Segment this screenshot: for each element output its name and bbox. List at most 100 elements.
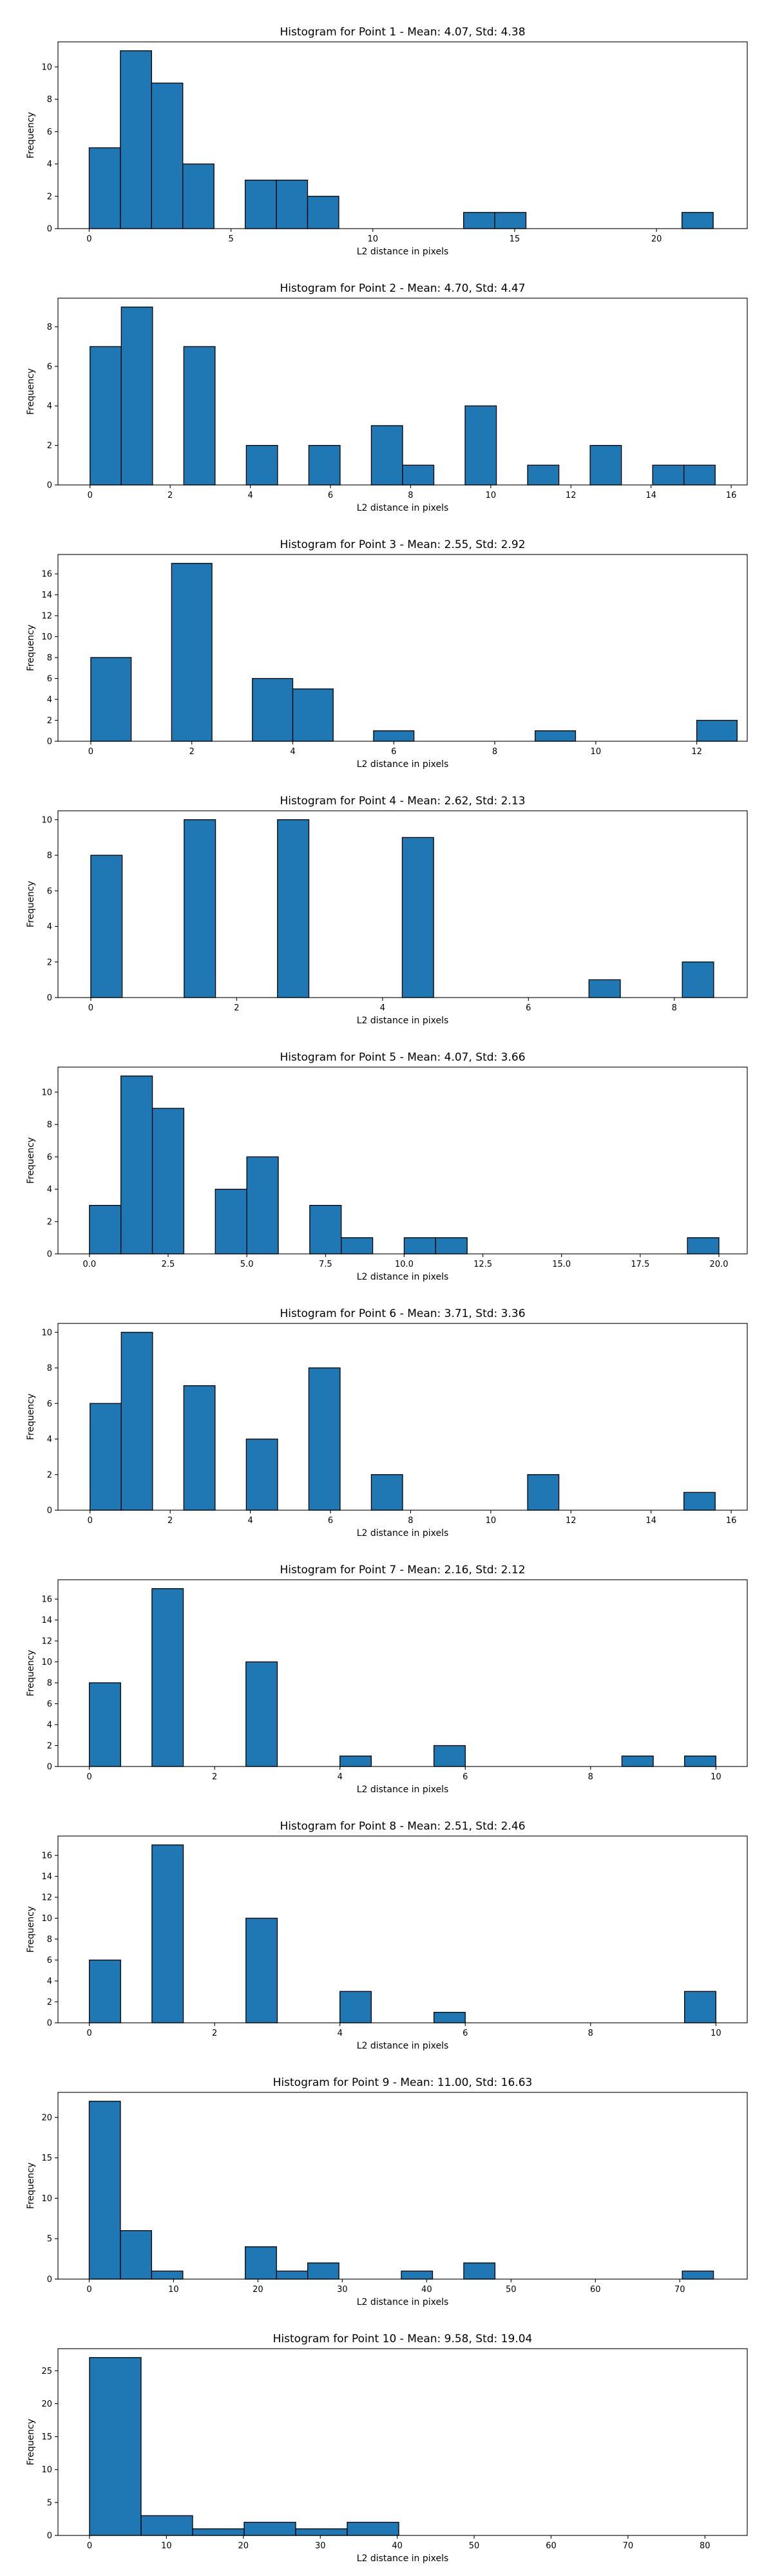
histogram-bar: [308, 1367, 341, 1511]
histogram-bar: [277, 819, 310, 998]
histogram-bar: [89, 2357, 142, 2536]
histogram-bar: [621, 1756, 654, 1767]
y-axis-label: Frequency: [26, 1394, 36, 1440]
histogram-bar: [120, 2230, 153, 2280]
y-tick-label: 16: [41, 570, 52, 580]
y-tick-label: 0: [47, 2019, 52, 2029]
y-tick-label: 4: [47, 1435, 52, 1444]
y-tick-label: 4: [47, 160, 52, 169]
y-tick-label: 25: [41, 2367, 52, 2376]
x-tick-label: 12: [566, 1516, 577, 1526]
histogram-bar: [151, 1588, 184, 1767]
histogram-bar: [120, 1332, 153, 1511]
y-tick-label: 6: [47, 1700, 52, 1709]
x-tick-label: 0: [88, 747, 93, 757]
y-tick-label: 0: [47, 1250, 52, 1260]
x-axis-label: L2 distance in pixels: [357, 1272, 449, 1282]
histogram-bar: [88, 1682, 121, 1767]
histogram-bar: [183, 1385, 216, 1511]
x-tick-label: 2: [212, 2029, 217, 2038]
x-tick-label: 30: [315, 2541, 326, 2551]
y-tick-label: 10: [41, 2465, 52, 2475]
chart-title: Histogram for Point 7 - Mean: 2.16, Std:…: [280, 1564, 525, 1577]
y-tick-label: 16: [41, 1595, 52, 1605]
y-tick-label: 12: [41, 1893, 52, 1903]
x-tick-label: 20: [651, 234, 662, 244]
histogram-bar: [245, 444, 278, 486]
histogram-bar: [402, 464, 435, 486]
histogram-bar: [183, 346, 216, 486]
y-tick-label: 15: [41, 2432, 52, 2442]
y-tick-label: 4: [47, 922, 52, 932]
x-tick-label: 4: [247, 1516, 253, 1526]
y-tick-label: 4: [47, 402, 52, 412]
x-tick-label: 0: [86, 1772, 91, 1782]
y-tick-label: 8: [47, 1121, 52, 1130]
x-tick-label: 4: [380, 1003, 385, 1013]
histogram-bar: [184, 819, 216, 998]
histogram-bar: [151, 1844, 184, 2023]
chart-title: Histogram for Point 1 - Mean: 4.07, Std:…: [280, 26, 525, 39]
histogram-bar: [463, 212, 495, 229]
histogram-bar: [347, 2521, 399, 2536]
histogram-bar: [589, 444, 622, 486]
x-axis-label: L2 distance in pixels: [357, 759, 449, 770]
y-tick-label: 5: [47, 2235, 52, 2244]
x-tick-label: 7.5: [319, 1260, 332, 1269]
x-axis-label: L2 distance in pixels: [357, 2297, 449, 2307]
histogram-bar: [433, 1745, 466, 1767]
x-tick-label: 40: [392, 2541, 403, 2551]
histogram-bar: [464, 405, 497, 486]
y-tick-label: 14: [41, 1616, 52, 1625]
y-tick-label: 2: [47, 1998, 52, 2007]
y-tick-label: 10: [41, 1914, 52, 1924]
y-tick-label: 2: [47, 958, 52, 967]
x-tick-label: 2: [167, 1516, 173, 1526]
y-tick-label: 10: [41, 632, 52, 642]
histogram-panel-4: Histogram for Point 4 - Mean: 2.62, Std:…: [26, 795, 748, 1026]
histogram-bar: [120, 307, 153, 486]
y-tick-label: 4: [47, 696, 52, 705]
chart-title: Histogram for Point 9 - Mean: 11.00, Std…: [273, 2076, 533, 2089]
histogram-bar: [682, 212, 714, 229]
chart-title: Histogram for Point 5 - Mean: 4.07, Std:…: [280, 1051, 525, 1064]
histogram-panel-9: Histogram for Point 9 - Mean: 11.00, Std…: [26, 2076, 748, 2307]
histogram-bar: [276, 180, 309, 229]
x-tick-label: 60: [546, 2541, 557, 2551]
x-tick-label: 14: [645, 1516, 656, 1526]
x-tick-label: 70: [623, 2541, 634, 2551]
x-tick-label: 6: [328, 1516, 333, 1526]
x-tick-label: 4: [338, 2029, 343, 2038]
x-tick-label: 12.5: [473, 1260, 492, 1269]
histogram-bar: [373, 730, 415, 742]
histogram-bar: [683, 464, 716, 486]
y-tick-label: 0: [47, 2275, 52, 2285]
histogram-bar: [90, 657, 132, 742]
x-tick-label: 6: [526, 1003, 531, 1013]
y-tick-label: 6: [47, 1399, 52, 1409]
histogram-bar: [341, 1237, 374, 1255]
x-tick-label: 10: [161, 2541, 172, 2551]
y-tick-label: 8: [47, 1364, 52, 1374]
histogram-bar: [307, 196, 339, 229]
plot-frame: [57, 2348, 748, 2536]
y-axis-label: Frequency: [26, 1650, 36, 1696]
x-tick-label: 2: [212, 1772, 217, 1782]
y-tick-label: 0: [47, 225, 52, 234]
x-tick-label: 50: [469, 2541, 480, 2551]
x-tick-label: 15.0: [552, 1260, 571, 1269]
histogram-bar: [682, 961, 714, 998]
histogram-bar: [88, 147, 121, 229]
histogram-bar: [307, 2262, 339, 2280]
x-tick-label: 8: [408, 1516, 413, 1526]
plot-frame: [57, 1323, 748, 1511]
chart-title: Histogram for Point 6 - Mean: 3.71, Std:…: [280, 1307, 525, 1320]
histogram-bar: [276, 2270, 309, 2280]
y-tick-label: 2: [47, 1741, 52, 1751]
x-axis-label: L2 distance in pixels: [357, 247, 449, 257]
x-tick-label: 20: [238, 2541, 249, 2551]
histogram-bar: [339, 1991, 372, 2023]
histogram-panel-8: Histogram for Point 8 - Mean: 2.51, Std:…: [26, 1820, 748, 2051]
histogram-bar: [403, 1237, 436, 1255]
